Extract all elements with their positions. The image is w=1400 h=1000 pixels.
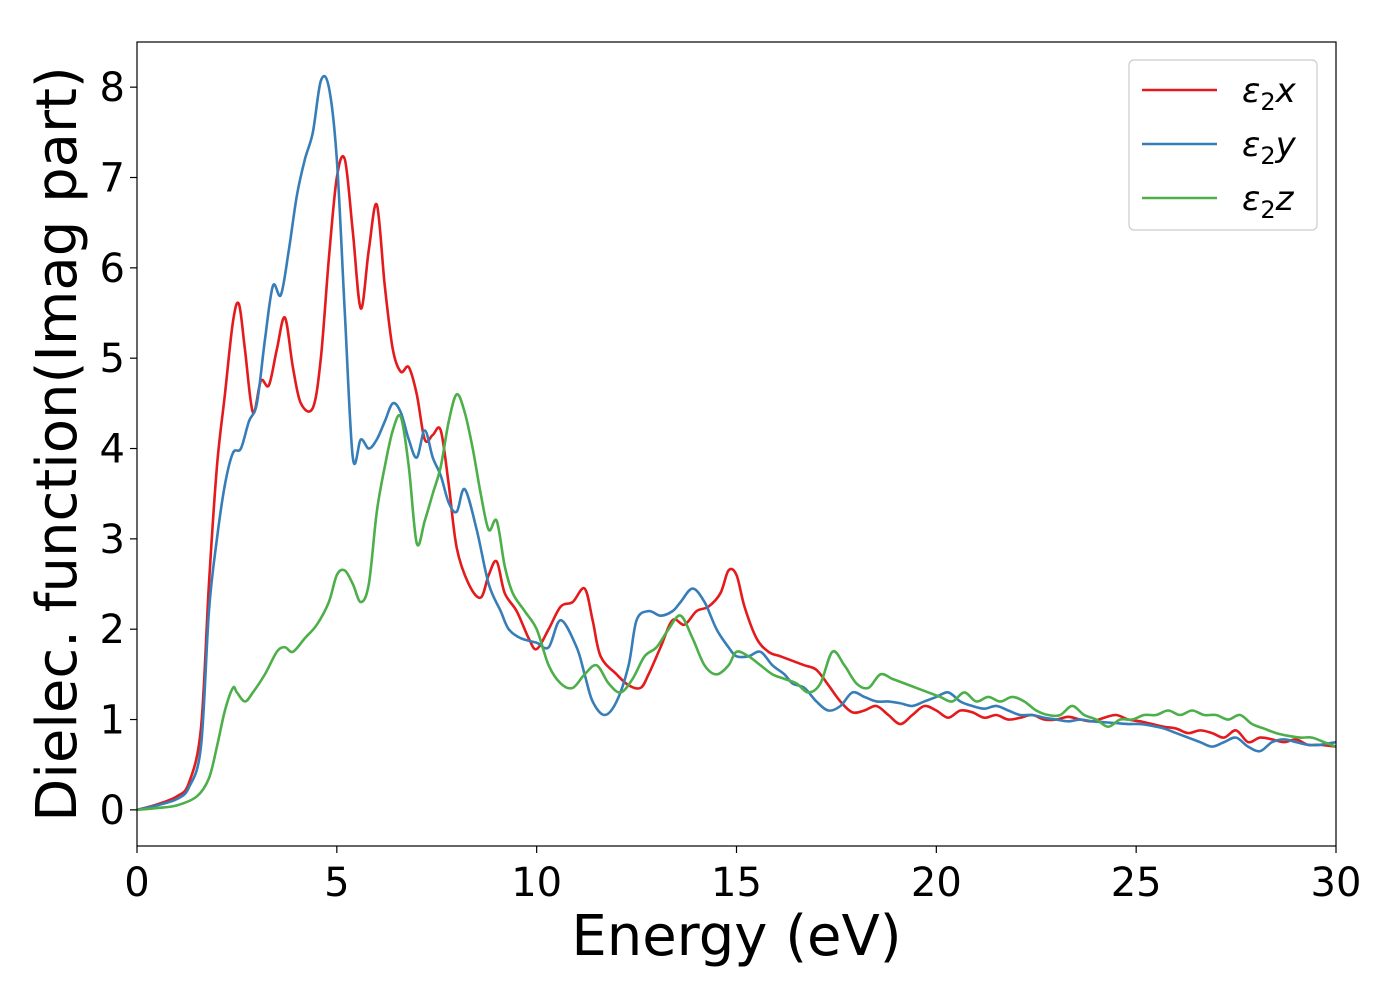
legend: ε2x ε2y ε2z	[1128, 59, 1318, 231]
series-line-y	[136, 74, 1337, 812]
legend-label-z: ε2z	[1242, 179, 1295, 224]
y-tick-label: 1	[100, 698, 125, 744]
x-tick-label: 5	[324, 860, 349, 906]
y-tick-label: 0	[100, 788, 125, 834]
y-axis-label: Dielec. function(Imag part)	[25, 66, 90, 822]
y-axis-ticks: 0 1 2 3 4 5 6 7 8	[100, 65, 137, 834]
y-tick-label: 5	[100, 336, 125, 382]
y-tick-label: 8	[100, 65, 125, 111]
y-tick-label: 6	[100, 246, 125, 292]
series-line-x	[136, 154, 1337, 812]
legend-label-x: ε2x	[1242, 71, 1297, 116]
x-tick-label: 15	[711, 860, 762, 906]
x-tick-label: 30	[1311, 860, 1362, 906]
legend-label-y: ε2y	[1242, 125, 1297, 170]
legend-box	[1128, 59, 1318, 231]
x-tick-label: 10	[511, 860, 562, 906]
series-layer	[136, 74, 1337, 812]
y-tick-label: 4	[100, 427, 125, 473]
series-line-z	[136, 392, 1337, 812]
x-tick-label: 20	[911, 860, 962, 906]
y-tick-label: 7	[100, 156, 125, 202]
y-tick-label: 2	[100, 607, 125, 653]
x-axis-ticks: 0 5 10 15 20 25 30	[124, 846, 1361, 906]
y-tick-label: 3	[100, 517, 125, 563]
x-axis-label: Energy (eV)	[571, 904, 901, 969]
x-tick-label: 25	[1111, 860, 1162, 906]
x-tick-label: 0	[124, 860, 149, 906]
